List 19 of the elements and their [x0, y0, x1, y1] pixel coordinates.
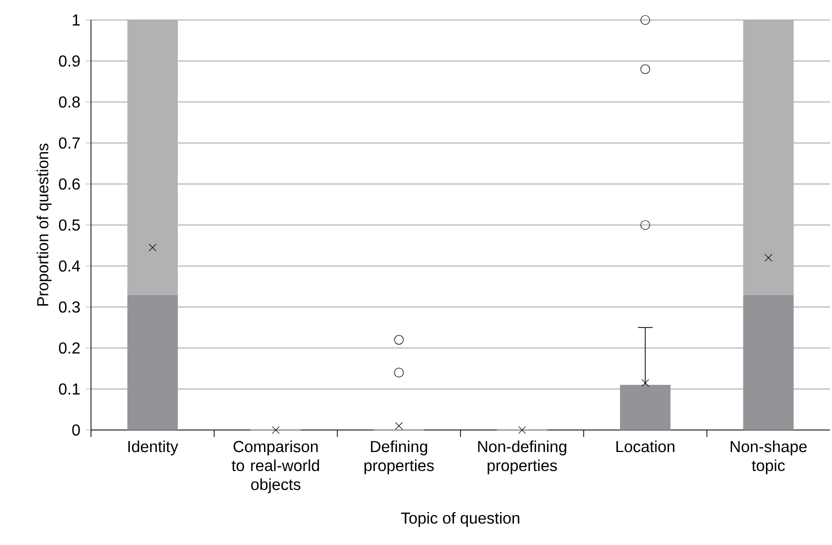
x-tick-label: Comparison to real-world objects	[232, 440, 320, 494]
x-tick-label: Defining properties	[364, 440, 434, 474]
y-axis-title: Proportion of questions	[36, 144, 52, 306]
x-tick-label: Non-defining properties	[478, 440, 566, 474]
x-axis-title: Topic of question	[401, 512, 520, 527]
y-tick-label: 1	[72, 14, 80, 26]
y-tick-label: 0.5	[58, 219, 80, 231]
y-tick-label: 0.8	[58, 96, 80, 108]
x-tick-label: Non-shape topic	[730, 440, 807, 474]
x-tick-label: Identity	[128, 440, 178, 456]
y-tick-label: 0.1	[58, 383, 80, 395]
y-tick-label: 0.3	[58, 301, 80, 313]
y-tick-label: 0.2	[58, 342, 80, 354]
y-tick-label: 0	[72, 424, 80, 436]
x-tick-label: Location	[616, 440, 674, 452]
y-tick-label: 0.7	[58, 137, 80, 149]
y-tick-label: 0.9	[58, 55, 80, 67]
y-tick-label: 0.4	[58, 260, 80, 272]
y-tick-label: 0.6	[58, 178, 80, 190]
